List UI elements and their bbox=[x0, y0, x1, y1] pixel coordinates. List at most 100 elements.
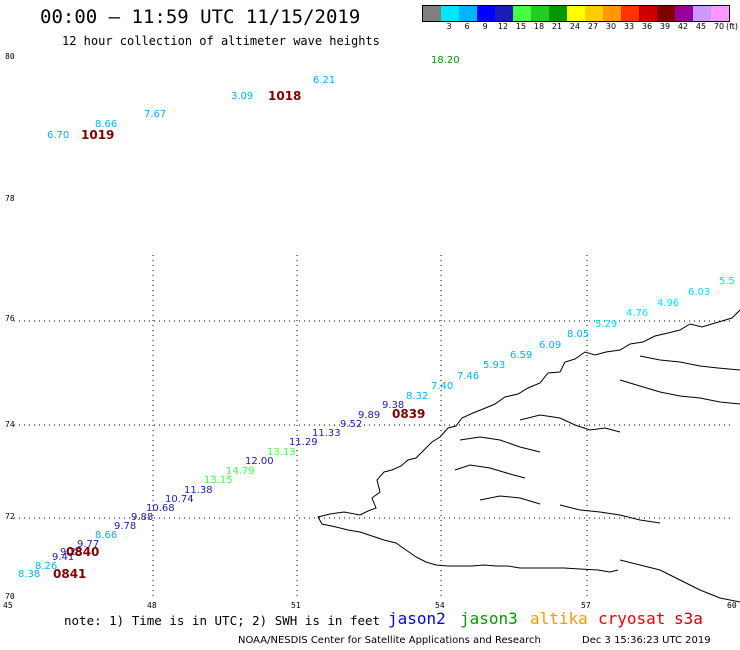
lat-label: 70 bbox=[5, 592, 15, 601]
obs-label: 9.77 bbox=[77, 539, 99, 550]
lat-label: 72 bbox=[5, 512, 15, 521]
obs-label: 6.03 bbox=[688, 287, 710, 298]
obs-label: 9.38 bbox=[382, 400, 404, 411]
lat-label: 74 bbox=[5, 420, 15, 429]
pass-time-label: 1018 bbox=[268, 89, 301, 103]
obs-label: 8.38 bbox=[18, 569, 40, 580]
scale-swatch bbox=[495, 6, 513, 21]
legend-label: jason2 bbox=[388, 609, 446, 628]
scale-swatch bbox=[477, 6, 495, 21]
scale-swatch bbox=[621, 6, 639, 21]
scale-label: 9 bbox=[482, 22, 488, 31]
pass-time-label: 0841 bbox=[53, 567, 86, 581]
lat-label: 80 bbox=[5, 52, 15, 61]
obs-label: 8.66 bbox=[95, 530, 117, 541]
scale-label: 39 bbox=[659, 22, 671, 31]
obs-label: 5.93 bbox=[483, 360, 505, 371]
pass-time-labels: 1018 1019 0839 0840 0841 bbox=[53, 89, 425, 581]
pass-time-label: 0839 bbox=[392, 407, 425, 421]
obs-label: 6.70 bbox=[47, 130, 69, 141]
color-scale-labels: 3 6 9 12 15 18 21 24 27 30 33 36 39 42 4… bbox=[422, 22, 728, 34]
scale-label: 33 bbox=[623, 22, 635, 31]
scale-swatch bbox=[567, 6, 585, 21]
scale-swatch bbox=[675, 6, 693, 21]
scale-label: 27 bbox=[587, 22, 599, 31]
scale-unit: (ft) bbox=[726, 22, 739, 31]
legend-s3a: s3a bbox=[674, 609, 703, 628]
scale-swatch bbox=[423, 6, 441, 21]
scale-swatch bbox=[531, 6, 549, 21]
obs-label: 4.76 bbox=[626, 308, 648, 319]
coastline-north-island bbox=[317, 309, 740, 573]
scale-label: 42 bbox=[677, 22, 689, 31]
obs-label: 6.59 bbox=[510, 350, 532, 361]
obs-label: 8.05 bbox=[567, 329, 589, 340]
obs-label: 11.33 bbox=[312, 428, 341, 439]
obs-label: 3.09 bbox=[231, 91, 253, 102]
lon-label: 45 bbox=[3, 601, 13, 610]
scale-label: 12 bbox=[497, 22, 509, 31]
legend-cryosat: cryosat bbox=[598, 609, 665, 628]
obs-label: 18.20 bbox=[431, 55, 460, 66]
obs-label: 13.13 bbox=[267, 447, 296, 458]
observation-labels: 18.20 6.21 3.09 7.67 8.66 6.70 5.5 6.03 … bbox=[18, 55, 735, 580]
scale-label: 6 bbox=[464, 22, 470, 31]
legend-jason3: jason3 bbox=[460, 609, 518, 628]
obs-label: 8.66 bbox=[95, 119, 117, 130]
obs-label: 5.5 bbox=[719, 276, 735, 287]
scale-swatch bbox=[603, 6, 621, 21]
lon-label: 57 bbox=[581, 601, 591, 610]
obs-label: 7.67 bbox=[144, 109, 166, 120]
scale-swatch bbox=[693, 6, 711, 21]
scale-swatch bbox=[639, 6, 657, 21]
scale-swatch bbox=[711, 6, 729, 21]
legend-altika: altika bbox=[530, 609, 588, 628]
obs-label: 5.29 bbox=[595, 319, 617, 330]
scale-label: 30 bbox=[605, 22, 617, 31]
footer-note: note: 1) Time is in UTC; 2) SWH is in fe… bbox=[64, 613, 381, 628]
graticule bbox=[14, 255, 734, 600]
lat-label: 76 bbox=[5, 314, 15, 323]
scale-label: 36 bbox=[641, 22, 653, 31]
obs-label: 9.41 bbox=[52, 552, 74, 563]
legend-label: cryosat bbox=[598, 609, 666, 628]
obs-label: 14.79 bbox=[226, 466, 255, 477]
generated-timestamp: Dec 3 15:36:23 UTC 2019 bbox=[582, 635, 711, 646]
coastline-fjords bbox=[454, 414, 740, 603]
obs-label: 12.00 bbox=[245, 456, 274, 467]
obs-label: 6.21 bbox=[313, 75, 335, 86]
scale-label: 3 bbox=[446, 22, 452, 31]
obs-label: 9.78 bbox=[114, 521, 136, 532]
obs-label: 9.88 bbox=[131, 512, 153, 523]
scale-swatch bbox=[459, 6, 477, 21]
legend-jason2: jason2 bbox=[388, 609, 446, 628]
scale-swatch bbox=[657, 6, 675, 21]
color-scale-bar bbox=[422, 5, 730, 22]
obs-label: 8.26 bbox=[35, 561, 57, 572]
legend-label: altika bbox=[530, 609, 588, 628]
scale-label: 24 bbox=[569, 22, 581, 31]
obs-label: 7.40 bbox=[431, 381, 453, 392]
lon-label: 54 bbox=[435, 601, 445, 610]
obs-label: 9.89 bbox=[358, 410, 380, 421]
scale-label: 45 bbox=[695, 22, 707, 31]
obs-label: 9.25 bbox=[60, 547, 82, 558]
obs-label: 10.68 bbox=[146, 503, 175, 514]
lat-label: 78 bbox=[5, 194, 15, 203]
lon-label: 48 bbox=[147, 601, 157, 610]
obs-label: 13.15 bbox=[204, 475, 233, 486]
map-subtitle: 12 hour collection of altimeter wave hei… bbox=[62, 34, 380, 48]
credit-line: NOAA/NESDIS Center for Satellite Applica… bbox=[238, 635, 541, 646]
obs-label: 4.96 bbox=[657, 298, 679, 309]
obs-label: 11.29 bbox=[289, 437, 318, 448]
scale-swatch bbox=[585, 6, 603, 21]
obs-label: 11.38 bbox=[184, 485, 213, 496]
scale-label: 18 bbox=[533, 22, 545, 31]
pass-time-label: 1019 bbox=[81, 128, 114, 142]
pass-time-label: 0840 bbox=[66, 545, 99, 559]
map-title: 00:00 – 11:59 UTC 11/15/2019 bbox=[40, 6, 361, 28]
obs-label: 9.52 bbox=[340, 419, 362, 430]
lon-label: 51 bbox=[291, 601, 301, 610]
